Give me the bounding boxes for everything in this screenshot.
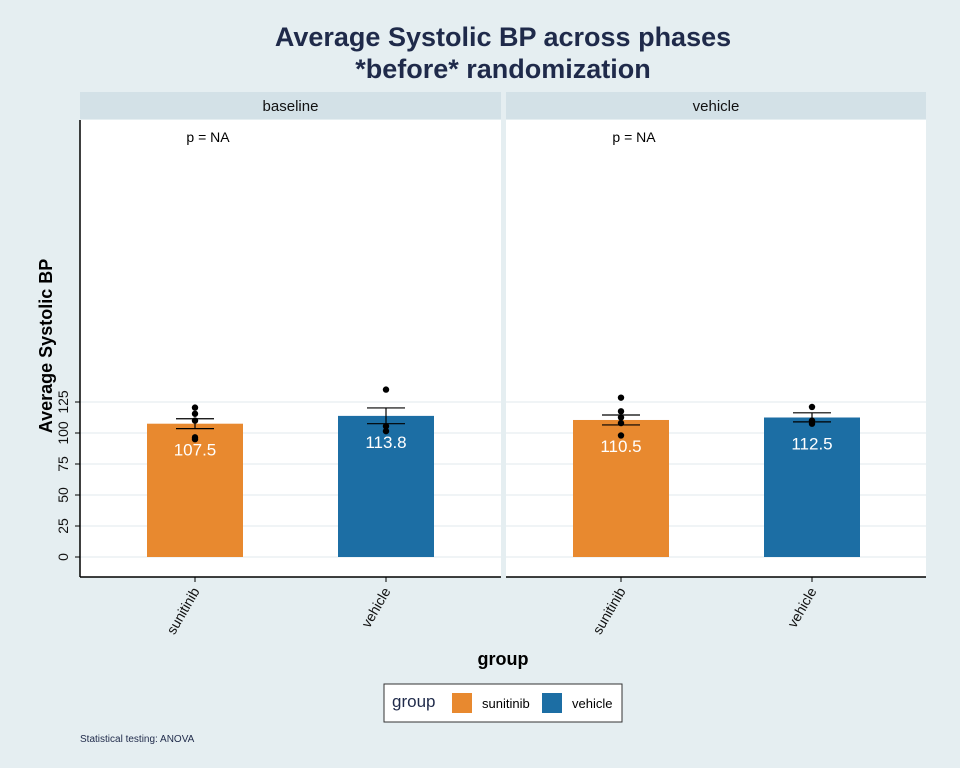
data-point: [617, 414, 625, 421]
caption: Statistical testing: ANOVA: [80, 734, 195, 745]
p-value-label: p = NA: [186, 129, 230, 145]
legend: group sunitinib vehicle: [383, 683, 623, 723]
data-point: [617, 432, 625, 439]
x-axis-title: group: [478, 649, 529, 669]
legend-label-vehicle: vehicle: [572, 696, 612, 711]
bar-vehicle: [764, 417, 860, 557]
chart-title-line1: Average Systolic BP across phases: [275, 22, 731, 52]
x-tick-label: vehicle: [784, 584, 820, 630]
legend-label-sunitinib: sunitinib: [482, 696, 530, 711]
y-tick-label: 0: [55, 553, 71, 561]
data-point: [617, 408, 625, 415]
chart-title-line2: *before* randomization: [355, 54, 651, 84]
data-point: [808, 420, 816, 427]
data-point: [191, 417, 199, 424]
legend-swatch-sunitinib: [452, 693, 472, 713]
facet-strip: [506, 92, 926, 119]
plot-area: baseline 107.5 113.8 p = NA sunitinib vehicle…: [55, 92, 926, 637]
bar-sunitinib: [147, 423, 243, 557]
data-point: [191, 404, 199, 411]
data-point: [382, 427, 390, 435]
y-tick-label: 50: [55, 487, 71, 503]
y-tick-label: 25: [55, 518, 71, 534]
x-tick-label: vehicle: [358, 584, 394, 630]
legend-title: group: [392, 692, 435, 711]
bar-value-label: 107.5: [174, 441, 217, 460]
y-tick-label: 125: [55, 390, 71, 414]
data-point: [808, 403, 816, 411]
y-tick-label: 100: [55, 421, 71, 445]
bar-sunitinib: [573, 419, 669, 557]
bar-value-label: 113.8: [365, 433, 406, 452]
x-tick-label: sunitinib: [163, 584, 203, 637]
p-value-label: p = NA: [612, 129, 656, 145]
data-point: [382, 422, 390, 430]
panel-background: [506, 120, 926, 577]
bar-value-label: 110.5: [600, 437, 641, 456]
data-point: [617, 394, 625, 401]
bar-vehicle: [338, 415, 434, 557]
facet-strip-label: baseline: [263, 98, 319, 115]
bar-value-label: 112.5: [791, 435, 832, 454]
legend-swatch-vehicle: [542, 693, 562, 713]
panel-background: [80, 120, 501, 577]
data-point: [191, 410, 199, 417]
data-point: [617, 419, 625, 427]
data-point: [382, 386, 390, 393]
legend-box: [383, 683, 623, 723]
y-tick-label: 75: [55, 456, 71, 472]
data-point: [191, 436, 199, 443]
x-tick-label: sunitinib: [589, 584, 629, 637]
facet-strip: [80, 92, 501, 119]
facet-strip-label: vehicle: [693, 98, 740, 115]
y-axis-title: Average Systolic BP: [36, 259, 56, 433]
